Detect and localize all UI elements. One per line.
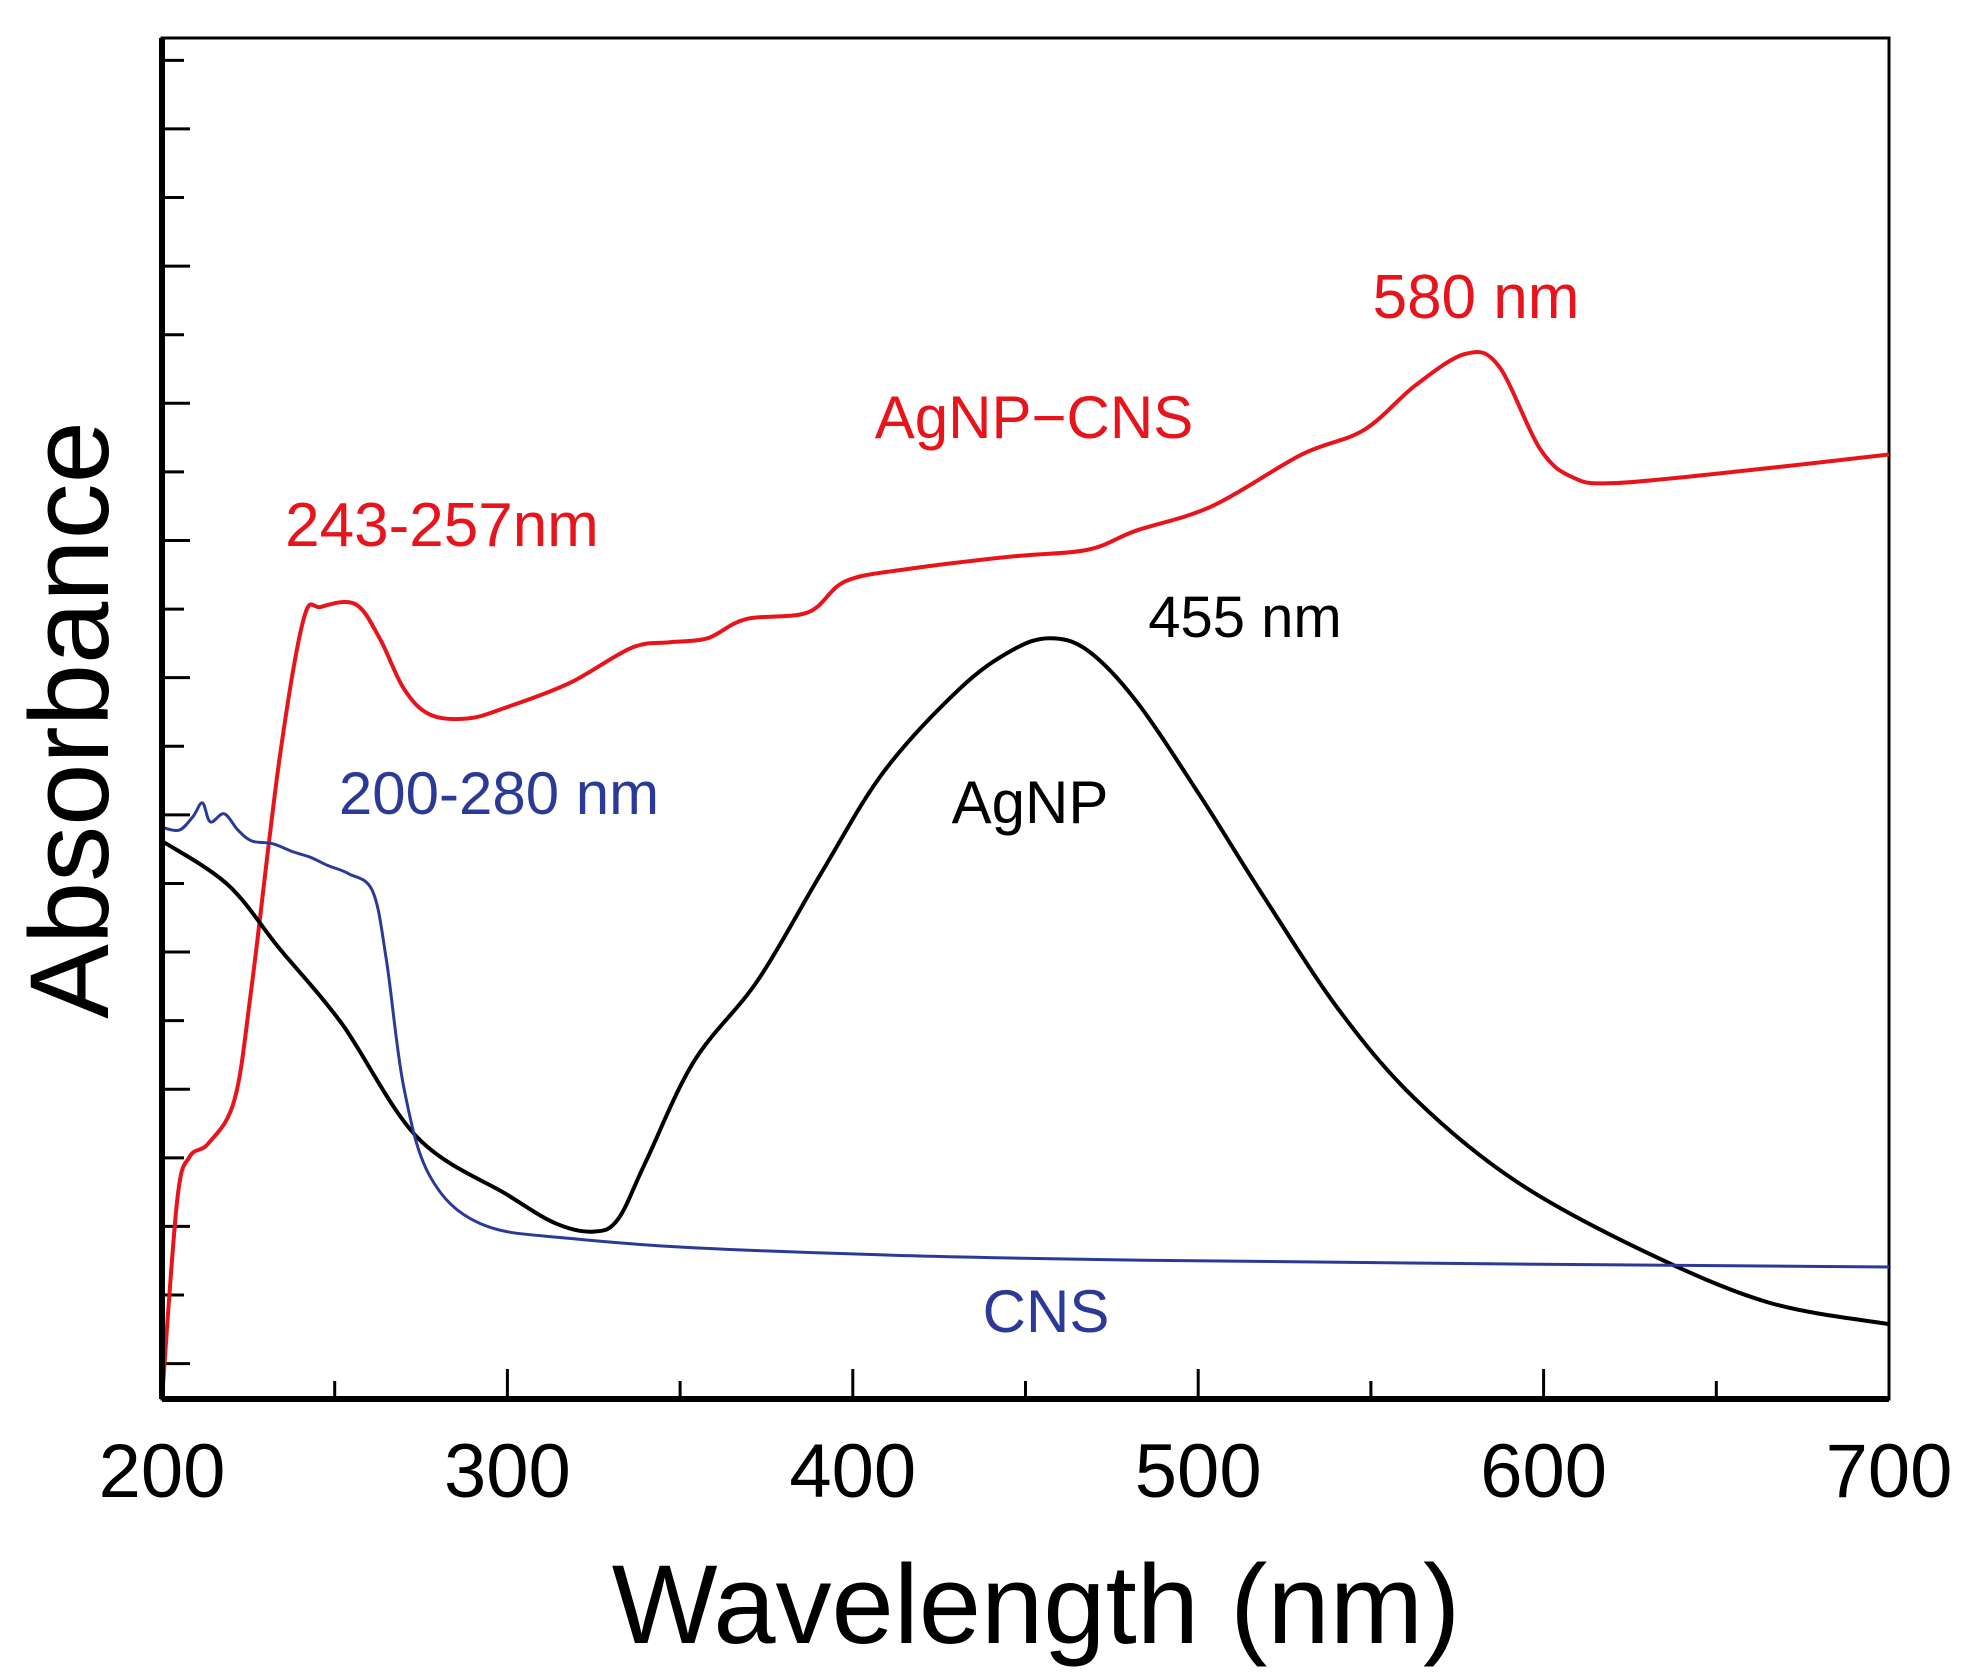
x-tick-label: 500	[1135, 1429, 1262, 1514]
plot-frame	[160, 36, 1891, 1401]
annotation-agnp: AgNP	[952, 769, 1109, 836]
y-axis-title: Absorbance	[7, 421, 132, 1019]
annotation-cns: CNS	[983, 1278, 1110, 1345]
series-lines	[160, 350, 1890, 1400]
series-line-agnp-cns	[160, 350, 1890, 1400]
x-tick-label: 200	[99, 1429, 226, 1514]
x-tick-label: 700	[1826, 1429, 1953, 1514]
series-line-cns	[161, 801, 1890, 1269]
x-tick-label: 400	[789, 1429, 916, 1514]
axis-ticks	[160, 58, 1891, 1399]
x-tick-labels: 200 300 400 500 600 700	[99, 1429, 1953, 1514]
x-tick-label: 600	[1480, 1429, 1607, 1514]
series-line-agnp	[160, 636, 1890, 1327]
annotation-455nm: 455 nm	[1148, 585, 1341, 650]
x-axis-title: Wavelength (nm)	[612, 1542, 1461, 1667]
x-tick-label: 300	[444, 1429, 571, 1514]
annotation-580nm: 580 nm	[1373, 263, 1580, 332]
annotation-agnp-cns: AgNP−CNS	[875, 384, 1193, 451]
annotation-200-280nm: 200-280 nm	[339, 760, 659, 827]
annotation-243-257nm: 243-257nm	[285, 491, 599, 560]
